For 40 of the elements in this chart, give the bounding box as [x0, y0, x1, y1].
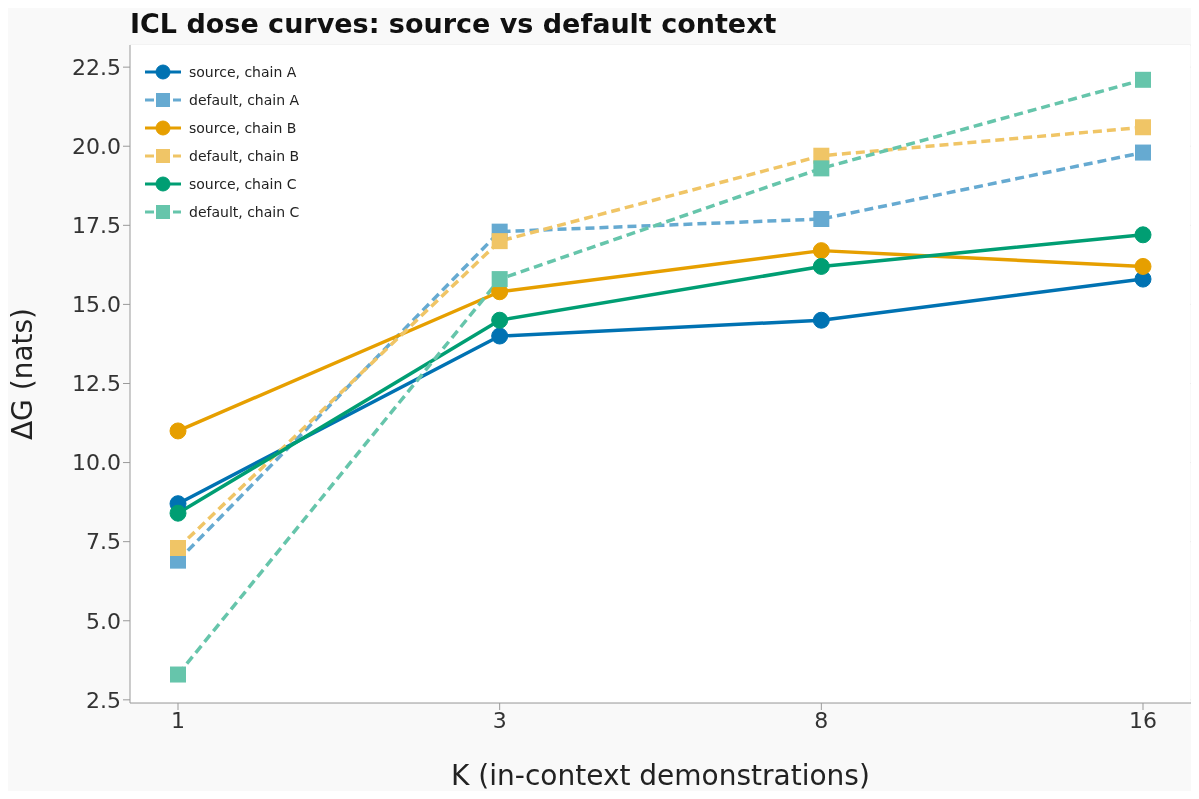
point	[169, 422, 187, 440]
legend-label: source, chain A	[189, 63, 297, 82]
point	[1135, 119, 1151, 136]
y-tick-label: 20.0	[72, 134, 121, 160]
y-tick-label: 12.5	[72, 371, 121, 397]
y-tick-label: 2.5	[86, 687, 121, 713]
y-tick-label: 15.0	[72, 292, 121, 318]
legend-label: default, chain A	[189, 91, 300, 110]
point	[491, 233, 508, 250]
point	[812, 257, 830, 275]
point	[812, 311, 830, 329]
point	[170, 666, 186, 683]
point	[491, 311, 509, 329]
point	[813, 210, 830, 227]
point	[1134, 257, 1152, 275]
x-axis-title: K (in-context demonstrations)	[451, 759, 870, 792]
point	[491, 271, 508, 288]
point	[812, 242, 830, 260]
y-axis-title: ΔG (nats)	[5, 307, 39, 441]
x-tick-label: 8	[814, 707, 829, 733]
x-tick-label: 1	[171, 707, 185, 733]
y-tick-label: 10.0	[72, 450, 121, 476]
point	[1134, 226, 1152, 244]
y-tick-label: 17.5	[72, 213, 121, 239]
x-tick-label: 3	[492, 707, 507, 733]
x-tick-label: 16	[1129, 707, 1157, 733]
legend-label: source, chain B	[189, 119, 297, 138]
legend-label: default, chain C	[189, 203, 300, 222]
point	[813, 160, 830, 177]
y-tick-label: 22.5	[72, 54, 121, 80]
point	[169, 504, 187, 522]
y-tick-label: 5.0	[86, 608, 121, 634]
chart-title: ICL dose curves: source vs default context	[130, 8, 777, 39]
point	[1135, 71, 1151, 88]
y-tick-label: 7.5	[86, 529, 121, 555]
point	[491, 327, 509, 345]
legend-label: default, chain B	[189, 147, 300, 166]
legend-label: source, chain C	[189, 175, 297, 194]
point	[170, 539, 186, 556]
point	[1135, 144, 1151, 161]
